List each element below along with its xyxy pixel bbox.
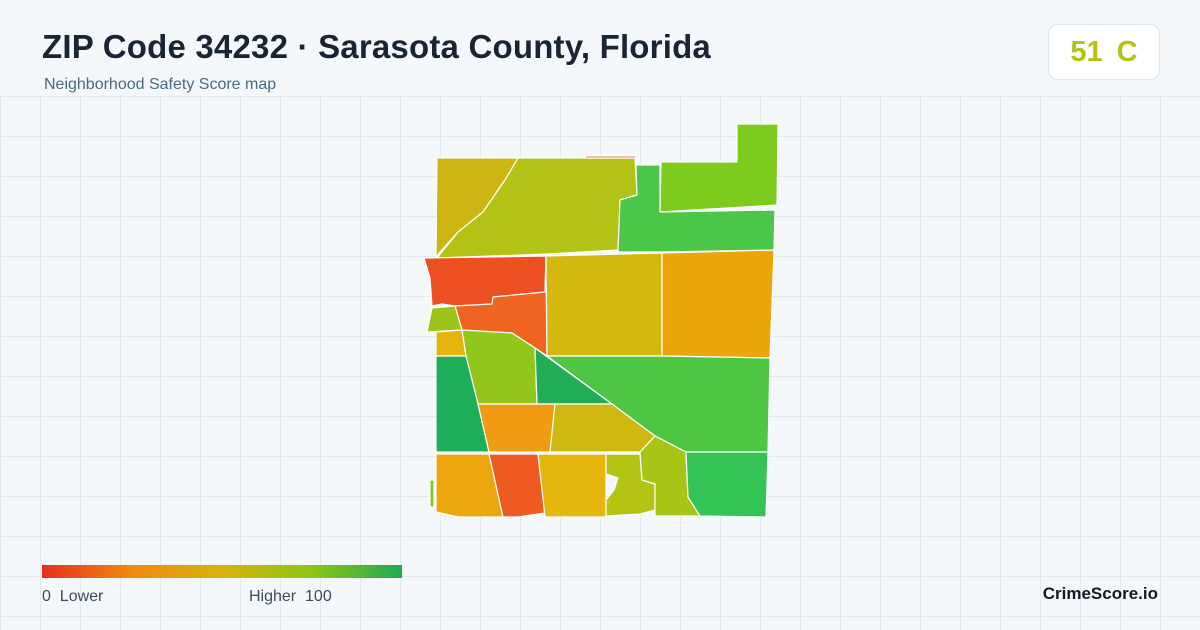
legend-color-scale bbox=[42, 565, 402, 578]
map-region-sliver bbox=[429, 479, 435, 508]
map-region-tiny-green[interactable] bbox=[426, 305, 463, 333]
map-region-center[interactable] bbox=[545, 252, 663, 357]
safety-score-badge: 51 C bbox=[1048, 24, 1160, 80]
map-region-top-cap bbox=[584, 155, 637, 159]
map-region-s-orange[interactable] bbox=[477, 403, 556, 453]
legend-min: 0 Lower bbox=[42, 588, 103, 606]
map-region-se-green[interactable] bbox=[685, 451, 769, 518]
map-region-ne-strip[interactable] bbox=[659, 123, 779, 213]
legend-max-value: 100 bbox=[305, 588, 332, 605]
map-region-s-red[interactable] bbox=[488, 453, 546, 518]
brand-logo-text: CrimeScore.io bbox=[1042, 584, 1158, 603]
map-region-east-orange[interactable] bbox=[661, 249, 775, 359]
score-value: 51 bbox=[1070, 35, 1103, 68]
map-region-tiny-yellow[interactable] bbox=[435, 329, 467, 357]
map-region-sw-orange[interactable] bbox=[435, 453, 504, 518]
score-grade: C bbox=[1116, 35, 1138, 68]
map-region-s-yellow2[interactable] bbox=[537, 453, 607, 518]
page-subtitle: Neighborhood Safety Score map bbox=[44, 76, 277, 93]
legend-max-label: Higher bbox=[249, 588, 297, 605]
page-title: ZIP Code 34232 · Sarasota County, Florid… bbox=[42, 28, 711, 65]
legend-max: Higher 100 bbox=[249, 588, 332, 606]
legend-min-label: Lower bbox=[59, 588, 104, 605]
legend-min-value: 0 bbox=[42, 588, 51, 605]
